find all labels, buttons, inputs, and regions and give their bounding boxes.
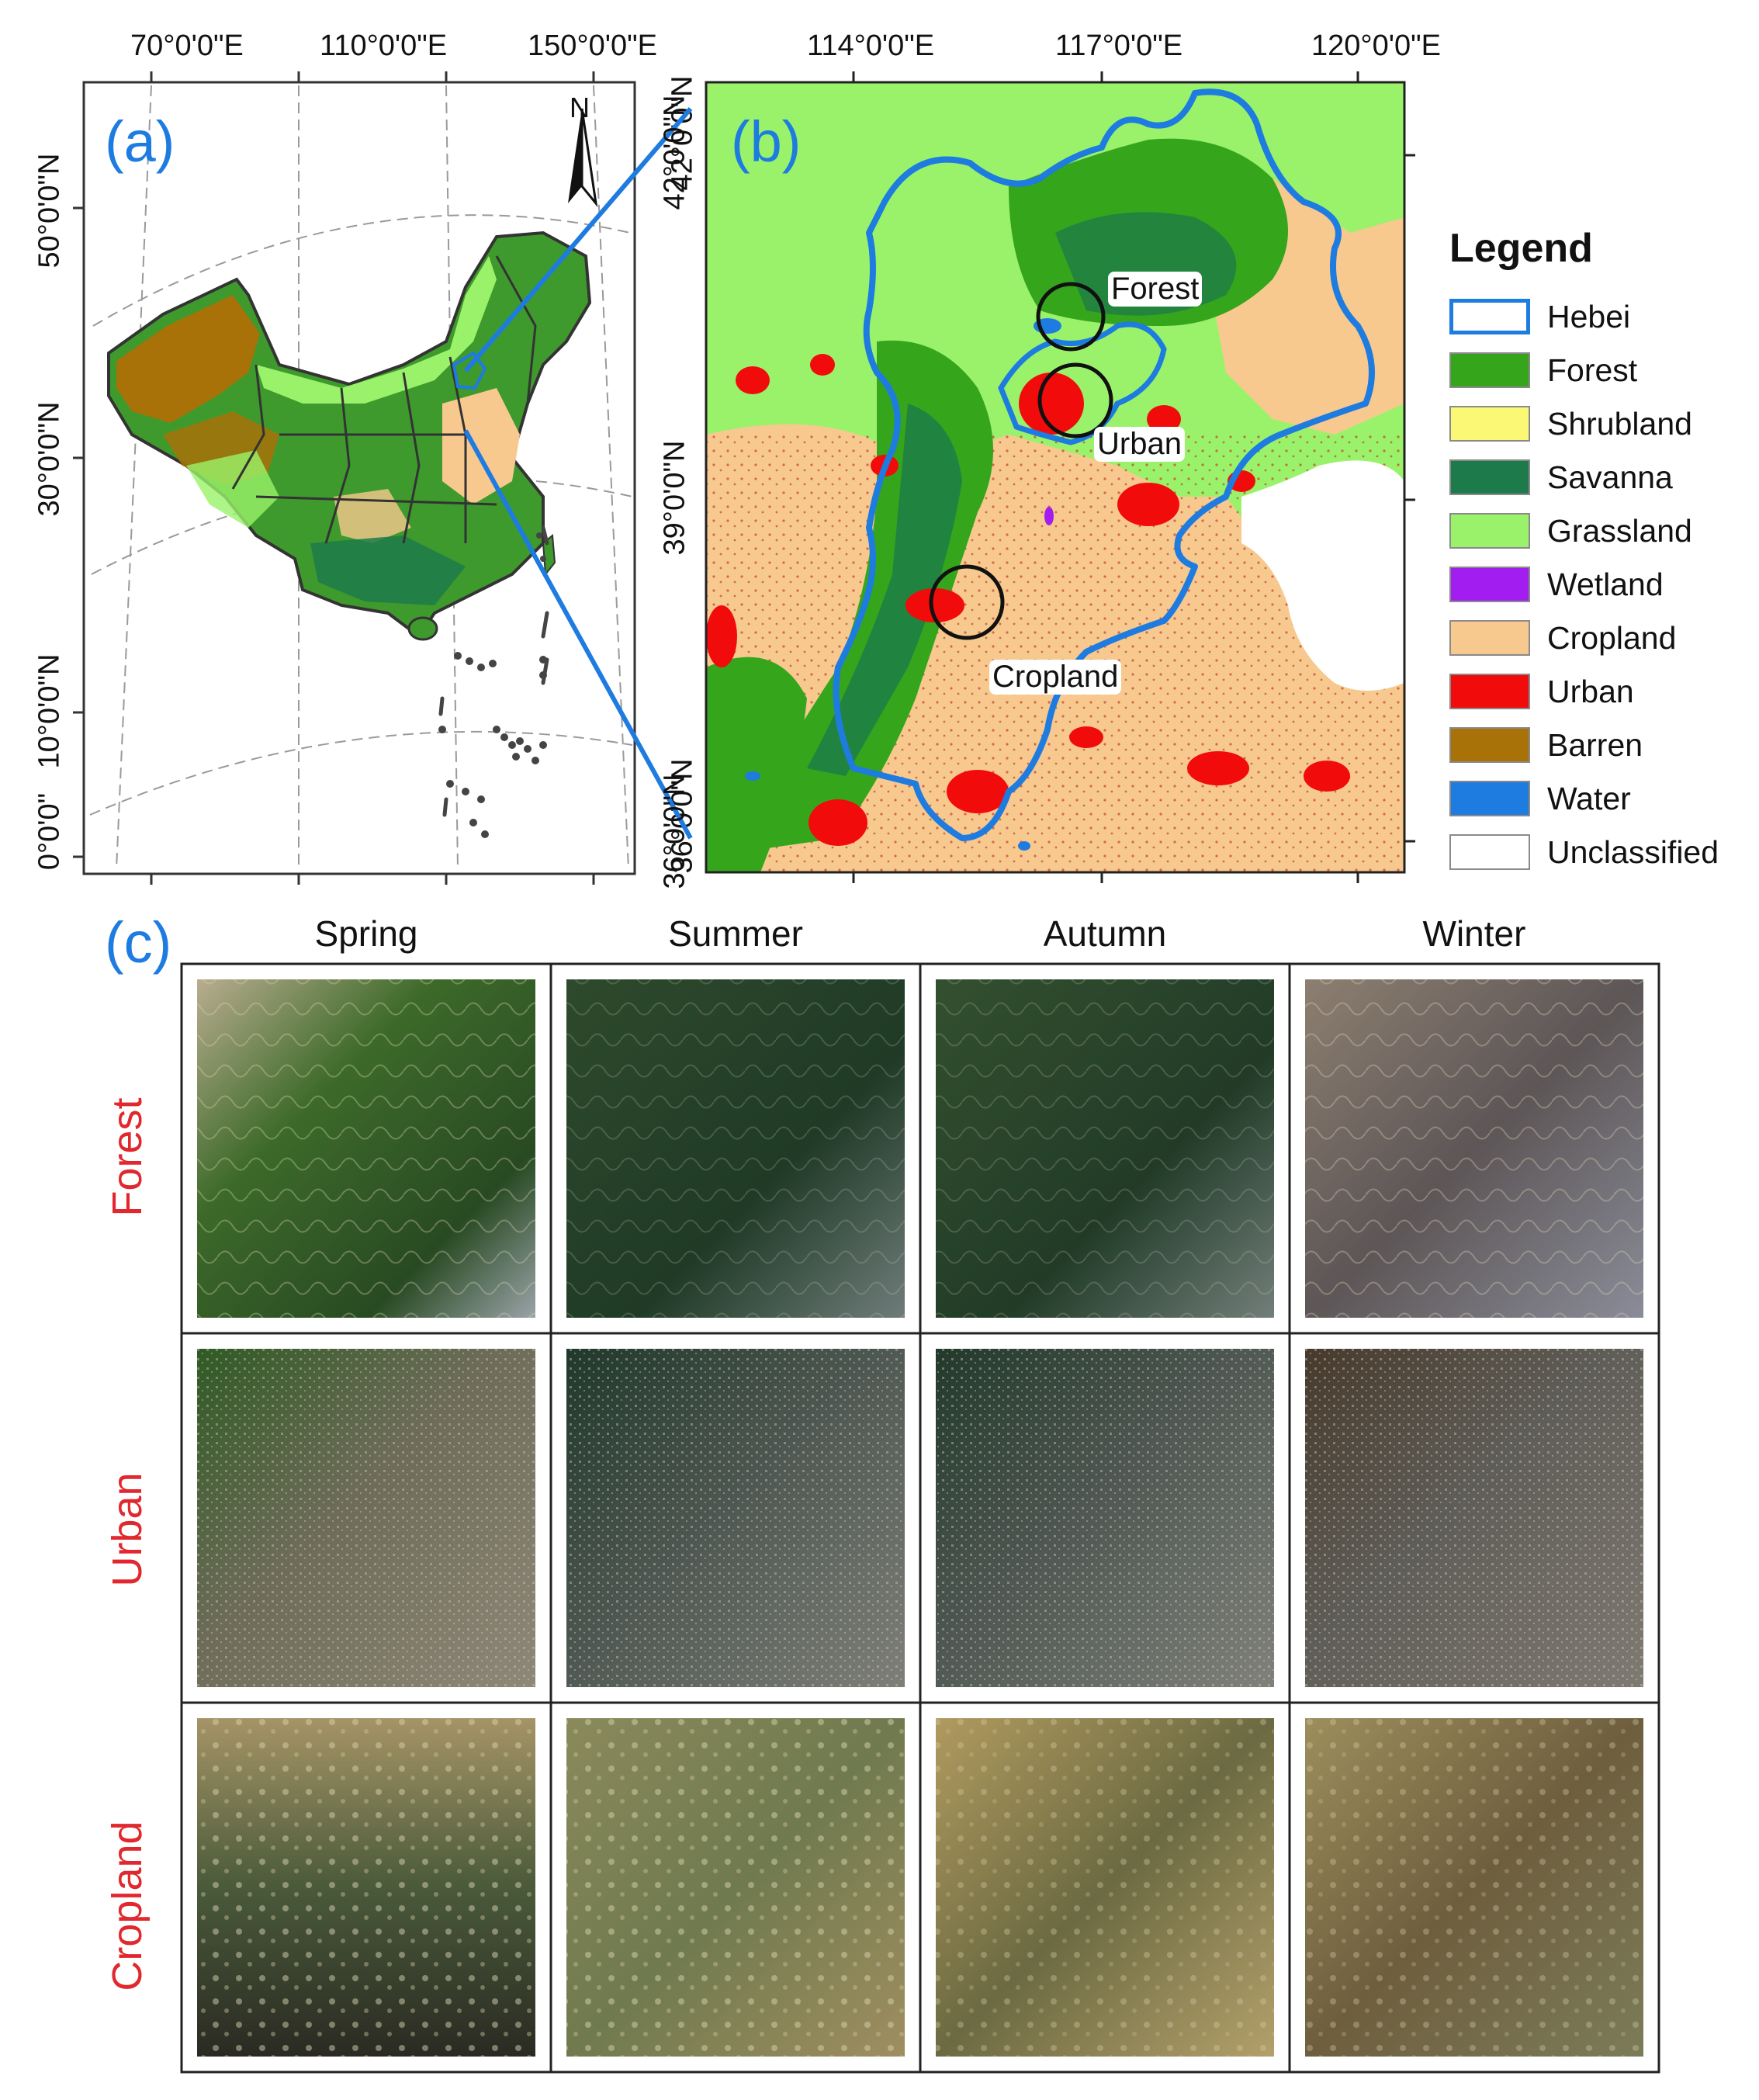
hebei-landcover-map: [705, 71, 1415, 883]
legend-swatch-wetland: [1449, 567, 1530, 602]
season-header-autumn: Autumn: [1043, 913, 1167, 954]
legend-item-forest: Forest: [1449, 350, 1637, 390]
legend-label: Urban: [1547, 673, 1634, 709]
legend-swatch-forest: [1449, 352, 1530, 388]
panel-b: 114°0'0"E 117°0'0"E 120°0'0"E 42°0'0"N 3…: [659, 0, 1443, 900]
legend-item-cropland: Cropland: [1449, 618, 1676, 658]
legend-item-savanna: Savanna: [1449, 457, 1673, 497]
legend-item-water: Water: [1449, 778, 1631, 819]
season-header-spring: Spring: [314, 913, 418, 954]
panel-a: 70°0'0"E 110°0'0"E 150°0'0"E 50°0'0"N 30…: [0, 0, 699, 892]
season-header-summer: Summer: [668, 913, 803, 954]
legend-swatch-grassland: [1449, 513, 1530, 549]
north-label: N: [570, 92, 590, 123]
legend-swatch-water: [1449, 781, 1530, 816]
panel-c: (c) Spring Summer Autumn Winter Forest U…: [0, 900, 1759, 2100]
legend-label: Savanna: [1547, 459, 1673, 495]
legend-item-wetland: Wetland: [1449, 564, 1664, 605]
legend: Legend Hebei Forest Shrubland Savanna Gr…: [1443, 217, 1754, 885]
legend-label: Forest: [1547, 352, 1638, 388]
panel-b-label: (b): [731, 109, 802, 174]
legend-item-grassland: Grassland: [1449, 511, 1692, 551]
legend-item-shrubland: Shrubland: [1449, 404, 1692, 444]
lon-tick-110e: 110°0'0"E: [320, 29, 448, 62]
legend-item-hebei: Hebei: [1449, 296, 1630, 337]
legend-label: Unclassified: [1547, 833, 1719, 870]
panel-c-label: (c): [105, 910, 172, 975]
legend-label: Grassland: [1547, 512, 1692, 549]
legend-swatch-barren: [1449, 727, 1530, 763]
legend-title: Legend: [1449, 226, 1593, 271]
legend-swatch-urban: [1449, 674, 1530, 709]
legend-swatch-hebei: [1449, 299, 1530, 334]
legend-item-urban: Urban: [1449, 671, 1634, 712]
legend-swatch-savanna: [1449, 459, 1530, 495]
legend-label: Hebei: [1547, 298, 1631, 334]
legend-label: Wetland: [1547, 566, 1664, 602]
lon-tick-117e: 117°0'0"E: [1055, 29, 1183, 62]
legend-item-barren: Barren: [1449, 725, 1643, 765]
lon-tick-150e: 150°0'0"E: [528, 29, 657, 62]
legend-item-unclassified: Unclassified: [1449, 832, 1719, 872]
legend-swatch-unclassified: [1449, 834, 1530, 870]
lon-tick-114e: 114°0'0"E: [807, 29, 935, 62]
lon-tick-70e: 70°0'0"E: [130, 29, 244, 62]
china-map: [73, 71, 693, 885]
legend-label: Cropland: [1547, 619, 1677, 656]
legend-swatch-cropland: [1449, 620, 1530, 656]
panel-a-label: (a): [105, 109, 175, 174]
legend-label: Shrubland: [1547, 405, 1692, 442]
satellite-image-grid: [180, 962, 1660, 2074]
site-label-urban: Urban: [1094, 427, 1185, 462]
legend-label: Barren: [1547, 726, 1643, 763]
season-header-winter: Winter: [1422, 913, 1526, 954]
lon-tick-120e: 120°0'0"E: [1311, 29, 1441, 62]
legend-label: Water: [1547, 780, 1631, 816]
site-label-forest: Forest: [1108, 272, 1203, 307]
site-label-cropland: Cropland: [989, 660, 1122, 695]
legend-swatch-shrubland: [1449, 406, 1530, 442]
